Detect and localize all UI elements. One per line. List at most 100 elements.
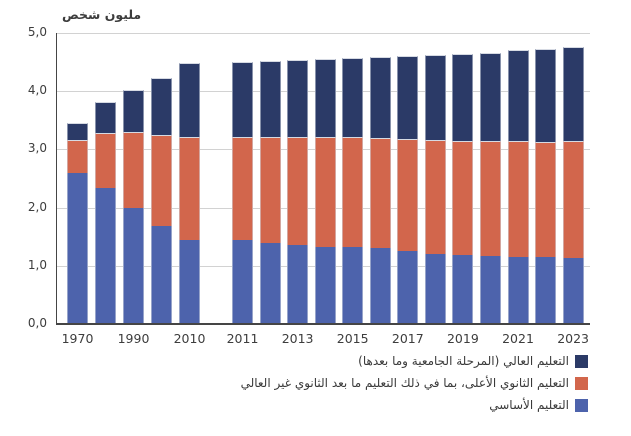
bar-segment-tertiary: [369, 56, 391, 138]
bar-segment-tertiary: [179, 63, 200, 137]
y-tick-label: 2,0: [27, 199, 47, 214]
y-tick-label: 4,0: [27, 83, 47, 98]
x-tick-label: 1990: [117, 331, 150, 346]
legend-label: التعليم الثانوي الأعلى، بما في ذلك التعل…: [240, 376, 569, 390]
bar-2014: [314, 58, 336, 324]
bar-segment-tertiary: [479, 52, 501, 141]
bar-segment-tertiary: [452, 53, 474, 142]
bar-2010: [179, 63, 200, 324]
bar-2022: [535, 49, 557, 324]
bar-segment-basic: [232, 240, 253, 324]
bar-segment-basic: [452, 255, 474, 324]
bar-1990: [123, 90, 144, 324]
x-tick-label: 2011: [226, 331, 259, 346]
bar-2015: [342, 58, 364, 324]
bar-segment-tertiary: [535, 49, 557, 142]
legend-swatch-tertiary: [575, 355, 588, 368]
bar-segment-tertiary: [287, 59, 309, 138]
bar-segment-upper_secondary: [452, 141, 474, 256]
bar-segment-basic: [562, 257, 584, 324]
bar-segment-tertiary: [507, 50, 529, 142]
bar-2016: [369, 56, 391, 324]
x-tick-label: 2019: [446, 331, 479, 346]
bar-segment-tertiary: [342, 58, 364, 138]
bar-segment-tertiary: [259, 60, 281, 137]
bar-segment-basic: [123, 208, 144, 324]
bar-1970: [67, 122, 88, 324]
bar-segment-tertiary: [95, 102, 116, 133]
bar-2000: [151, 78, 172, 324]
bar-segment-upper_secondary: [424, 140, 446, 254]
chart-title: مليون شخص: [62, 7, 142, 22]
bar-segment-basic: [342, 247, 364, 324]
bar-segment-basic: [314, 246, 336, 324]
bar-segment-upper_secondary: [314, 137, 336, 247]
y-axis-line: [56, 33, 57, 324]
bar-segment-tertiary: [151, 78, 172, 135]
bar-2023: [562, 47, 584, 324]
bar-segment-upper_secondary: [259, 136, 281, 243]
legend-label: التعليم الأساسي: [489, 398, 569, 412]
legend-item-upper_secondary: التعليم الثانوي الأعلى، بما في ذلك التعل…: [241, 376, 588, 391]
legend: التعليم العالي (المرحلة الجامعية وما بعد…: [241, 354, 588, 413]
y-tick-label: 1,0: [27, 257, 47, 272]
bar-segment-basic: [507, 256, 529, 324]
x-tick-label: 2023: [557, 331, 589, 346]
bar-segment-basic: [424, 253, 446, 324]
bar-2018: [424, 55, 446, 324]
y-tick-label: 0,0: [27, 316, 47, 330]
bar-segment-upper_secondary: [123, 131, 144, 209]
bar-segment-upper_secondary: [397, 138, 419, 251]
bar-segment-upper_secondary: [151, 134, 172, 226]
bar-2011: [232, 62, 253, 324]
bar-segment-upper_secondary: [535, 141, 557, 258]
bar-segment-upper_secondary: [95, 132, 116, 189]
bar-2012: [259, 60, 281, 324]
bar-segment-tertiary: [232, 62, 253, 137]
bar-segment-basic: [397, 250, 419, 324]
bar-segment-upper_secondary: [479, 140, 501, 256]
bar-segment-basic: [369, 248, 391, 324]
bar-segment-upper_secondary: [232, 136, 253, 241]
bar-segment-basic: [287, 244, 309, 324]
bar-segment-upper_secondary: [67, 139, 88, 174]
bar-segment-basic: [179, 239, 200, 324]
x-tick-label: 2010: [173, 331, 206, 346]
plot-area: [56, 33, 590, 325]
bar-segment-tertiary: [67, 122, 88, 140]
bar-1980: [95, 102, 116, 324]
bar-segment-basic: [151, 225, 172, 324]
bar-segment-basic: [95, 188, 116, 324]
bar-2021: [507, 50, 529, 324]
x-tick-label: 2021: [502, 331, 534, 346]
bar-segment-upper_secondary: [179, 136, 200, 240]
bar-segment-basic: [259, 242, 281, 324]
bar-segment-upper_secondary: [287, 137, 309, 245]
bar-segment-upper_secondary: [369, 137, 391, 249]
bar-segment-upper_secondary: [342, 137, 364, 248]
legend-label: التعليم العالي (المرحلة الجامعية وما بعد…: [358, 354, 569, 368]
bar-segment-upper_secondary: [562, 140, 584, 258]
x-axis-line: [56, 323, 590, 325]
bar-segment-basic: [535, 257, 557, 324]
bar-2020: [479, 52, 501, 324]
x-tick-label: 2017: [391, 331, 424, 346]
y-tick-label: 5,0: [27, 25, 47, 39]
bar-segment-tertiary: [314, 58, 336, 138]
legend-swatch-upper_secondary: [575, 377, 588, 390]
y-tick-label: 3,0: [27, 141, 47, 156]
gridline: [57, 33, 590, 34]
legend-item-basic: التعليم الأساسي: [489, 398, 588, 413]
legend-swatch-basic: [575, 399, 588, 412]
bar-2017: [397, 56, 419, 324]
legend-item-tertiary: التعليم العالي (المرحلة الجامعية وما بعد…: [358, 354, 588, 369]
bar-segment-tertiary: [123, 90, 144, 132]
x-tick-label: 2013: [281, 331, 314, 346]
bar-segment-tertiary: [397, 56, 419, 139]
bar-2013: [287, 59, 309, 324]
x-tick-label: 1970: [61, 331, 94, 346]
bar-segment-upper_secondary: [507, 141, 529, 257]
bar-segment-basic: [67, 173, 88, 324]
bar-segment-basic: [479, 255, 501, 324]
